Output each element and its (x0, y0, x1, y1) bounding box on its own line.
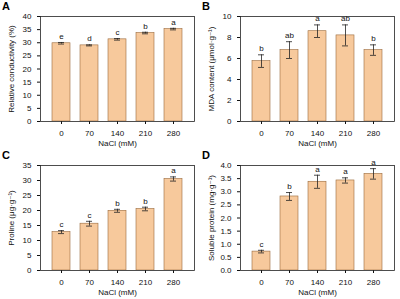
svg-text:ab: ab (341, 14, 350, 23)
svg-text:2.0: 2.0 (220, 214, 232, 223)
svg-text:2: 2 (227, 96, 232, 105)
html-text:A: A (2, 0, 10, 12)
html-text:C: C (2, 149, 10, 161)
svg-text:3.5: 3.5 (220, 174, 232, 183)
svg-text:140: 140 (311, 129, 325, 138)
svg-text:NaCl (mM): NaCl (mM) (298, 139, 337, 148)
svg-text:c: c (88, 211, 92, 220)
svg-text:70: 70 (85, 129, 94, 138)
svg-text:280: 280 (167, 278, 181, 287)
svg-text:ab: ab (285, 31, 294, 40)
svg-text:10: 10 (23, 236, 32, 245)
svg-text:0: 0 (59, 278, 64, 287)
svg-text:0: 0 (259, 278, 264, 287)
svg-text:35: 35 (23, 25, 32, 34)
svg-text:140: 140 (311, 278, 325, 287)
svg-text:3.0: 3.0 (220, 187, 232, 196)
svg-text:0.5: 0.5 (220, 253, 232, 262)
svg-text:280: 280 (367, 129, 381, 138)
svg-text:70: 70 (285, 278, 294, 287)
svg-text:1.0: 1.0 (220, 240, 232, 249)
svg-text:1.5: 1.5 (220, 227, 232, 236)
svg-text:30: 30 (23, 38, 32, 47)
svg-text:b: b (371, 34, 376, 43)
svg-text:0.0: 0.0 (220, 266, 232, 275)
svg-text:c: c (60, 220, 64, 229)
svg-text:210: 210 (339, 278, 353, 287)
svg-text:a: a (315, 14, 320, 23)
svg-text:NaCl (mM): NaCl (mM) (298, 288, 337, 297)
svg-text:a: a (371, 158, 376, 168)
svg-text:15: 15 (23, 221, 32, 230)
svg-text:b: b (143, 22, 148, 31)
svg-text:0: 0 (227, 117, 232, 126)
svg-text:b: b (259, 44, 264, 53)
svg-text:140: 140 (111, 278, 125, 287)
svg-text:40: 40 (23, 12, 32, 21)
svg-text:8: 8 (227, 33, 232, 42)
svg-text:10: 10 (23, 91, 32, 100)
svg-text:20: 20 (23, 65, 32, 74)
svg-text:10: 10 (223, 12, 232, 21)
svg-text:NaCl (mM): NaCl (mM) (98, 288, 137, 297)
svg-text:210: 210 (139, 129, 153, 138)
svg-text:4: 4 (227, 75, 232, 84)
svg-text:280: 280 (367, 278, 381, 287)
html-text:B: B (202, 0, 210, 12)
svg-text:30: 30 (23, 176, 32, 185)
svg-text:Relative conductivity (%): Relative conductivity (%) (7, 25, 16, 113)
svg-text:70: 70 (85, 278, 94, 287)
svg-text:0: 0 (27, 266, 32, 275)
svg-text:a: a (171, 166, 176, 175)
html-text:D: D (202, 149, 210, 161)
svg-text:a: a (343, 167, 348, 176)
svg-text:25: 25 (23, 191, 32, 200)
svg-text:NaCl (mM): NaCl (mM) (98, 139, 137, 148)
svg-text:15: 15 (23, 78, 32, 87)
svg-text:b: b (143, 197, 148, 206)
svg-text:b: b (115, 199, 120, 208)
svg-text:d: d (87, 34, 91, 43)
svg-text:210: 210 (139, 278, 153, 287)
svg-text:280: 280 (167, 129, 181, 138)
svg-text:0: 0 (27, 117, 32, 126)
svg-text:35: 35 (23, 161, 32, 170)
svg-text:210: 210 (339, 129, 353, 138)
svg-text:25: 25 (23, 51, 32, 60)
svg-text:c: c (116, 28, 120, 37)
svg-text:a: a (171, 18, 176, 27)
svg-text:c: c (260, 240, 264, 249)
svg-text:2.5: 2.5 (220, 200, 232, 209)
svg-text:140: 140 (111, 129, 125, 138)
svg-text:0: 0 (259, 129, 264, 138)
svg-text:Proline (μg·g⁻¹): Proline (μg·g⁻¹) (7, 190, 16, 246)
svg-text:4.0: 4.0 (220, 161, 232, 170)
svg-text:70: 70 (285, 129, 294, 138)
svg-text:e: e (59, 32, 64, 41)
svg-text:a: a (315, 165, 320, 174)
svg-text:b: b (287, 182, 292, 191)
svg-text:MDA content (μmol·g⁻¹): MDA content (μmol·g⁻¹) (207, 26, 216, 111)
svg-text:20: 20 (23, 206, 32, 215)
svg-text:5: 5 (27, 251, 32, 260)
svg-text:5: 5 (27, 104, 32, 113)
svg-text:Soluble protein (mg·g⁻¹): Soluble protein (mg·g⁻¹) (207, 175, 216, 261)
svg-text:6: 6 (227, 54, 232, 63)
svg-text:0: 0 (59, 129, 64, 138)
